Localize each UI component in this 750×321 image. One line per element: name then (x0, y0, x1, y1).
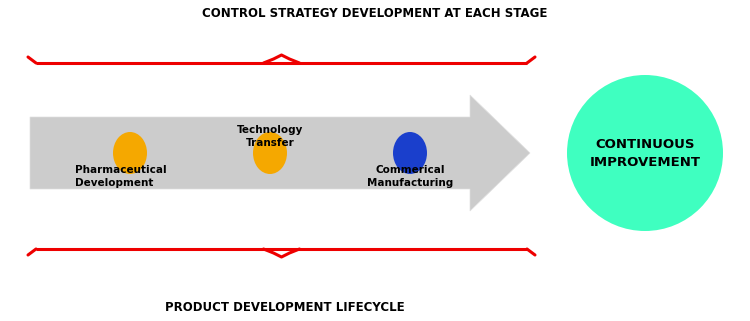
Circle shape (567, 75, 723, 231)
Text: CONTINUOUS
IMPROVEMENT: CONTINUOUS IMPROVEMENT (590, 137, 700, 169)
Text: Pharmaceutical
Development: Pharmaceutical Development (75, 165, 166, 188)
Ellipse shape (253, 132, 287, 174)
Text: Technology
Transfer: Technology Transfer (237, 125, 303, 148)
Text: Commerical
Manufacturing: Commerical Manufacturing (367, 165, 453, 188)
Text: PRODUCT DEVELOPMENT LIFECYCLE: PRODUCT DEVELOPMENT LIFECYCLE (165, 301, 405, 314)
Text: CONTROL STRATEGY DEVELOPMENT AT EACH STAGE: CONTROL STRATEGY DEVELOPMENT AT EACH STA… (202, 7, 548, 20)
Ellipse shape (113, 132, 147, 174)
Ellipse shape (393, 132, 427, 174)
Polygon shape (30, 95, 530, 211)
